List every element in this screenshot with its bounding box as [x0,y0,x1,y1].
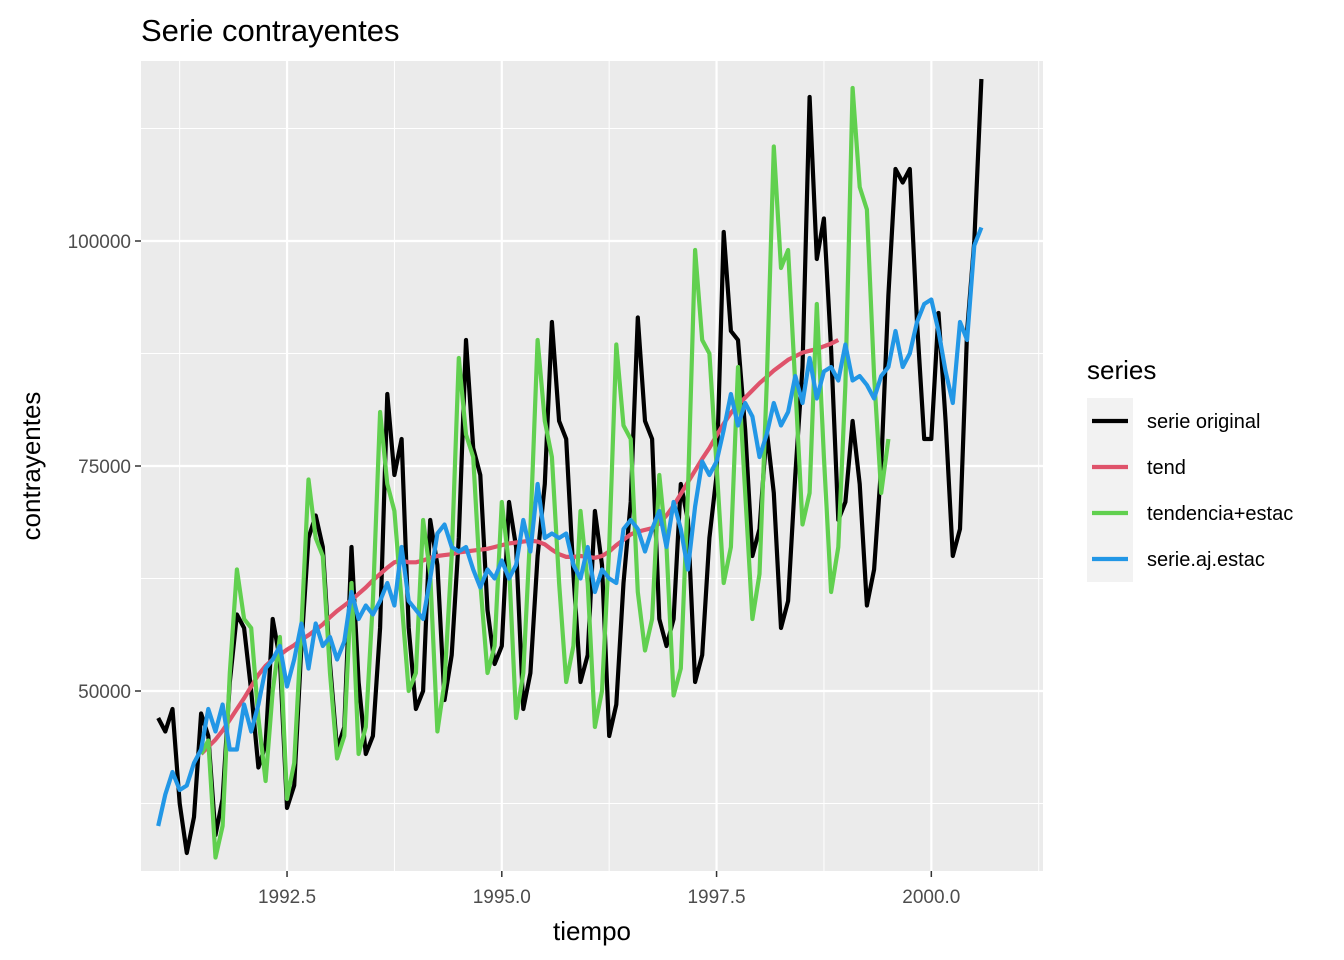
legend-label: serie.aj.estac [1147,549,1265,571]
series-line-serie-aj-estac [156,226,984,827]
x-tick-label: 1992.5 [258,887,316,908]
legend-label: tend [1147,457,1186,479]
x-tick-label: 1995.0 [473,887,531,908]
x-tick-label: 1997.5 [687,887,745,908]
legend-label: tendencia+estac [1147,503,1293,525]
y-tick-label: 100000 [68,232,131,253]
series-line-tendencia-estac [199,85,891,860]
y-axis: 50000 75000 100000 [68,232,141,703]
y-tick-label: 50000 [78,682,131,703]
legend-title: series [1087,355,1156,385]
x-tick-label: 2000.0 [902,887,960,908]
y-axis-title: contrayentes [16,392,46,541]
x-axis: 1992.5 1995.0 1997.5 2000.0 [258,871,960,908]
chart-title: Serie contrayentes [141,13,399,48]
legend-label: serie original [1147,411,1260,433]
series-lines [156,78,984,860]
y-tick-label: 75000 [78,457,131,478]
legend: series serie original tend tendencia+estac… [1087,355,1293,582]
x-axis-title: tiempo [553,916,631,946]
